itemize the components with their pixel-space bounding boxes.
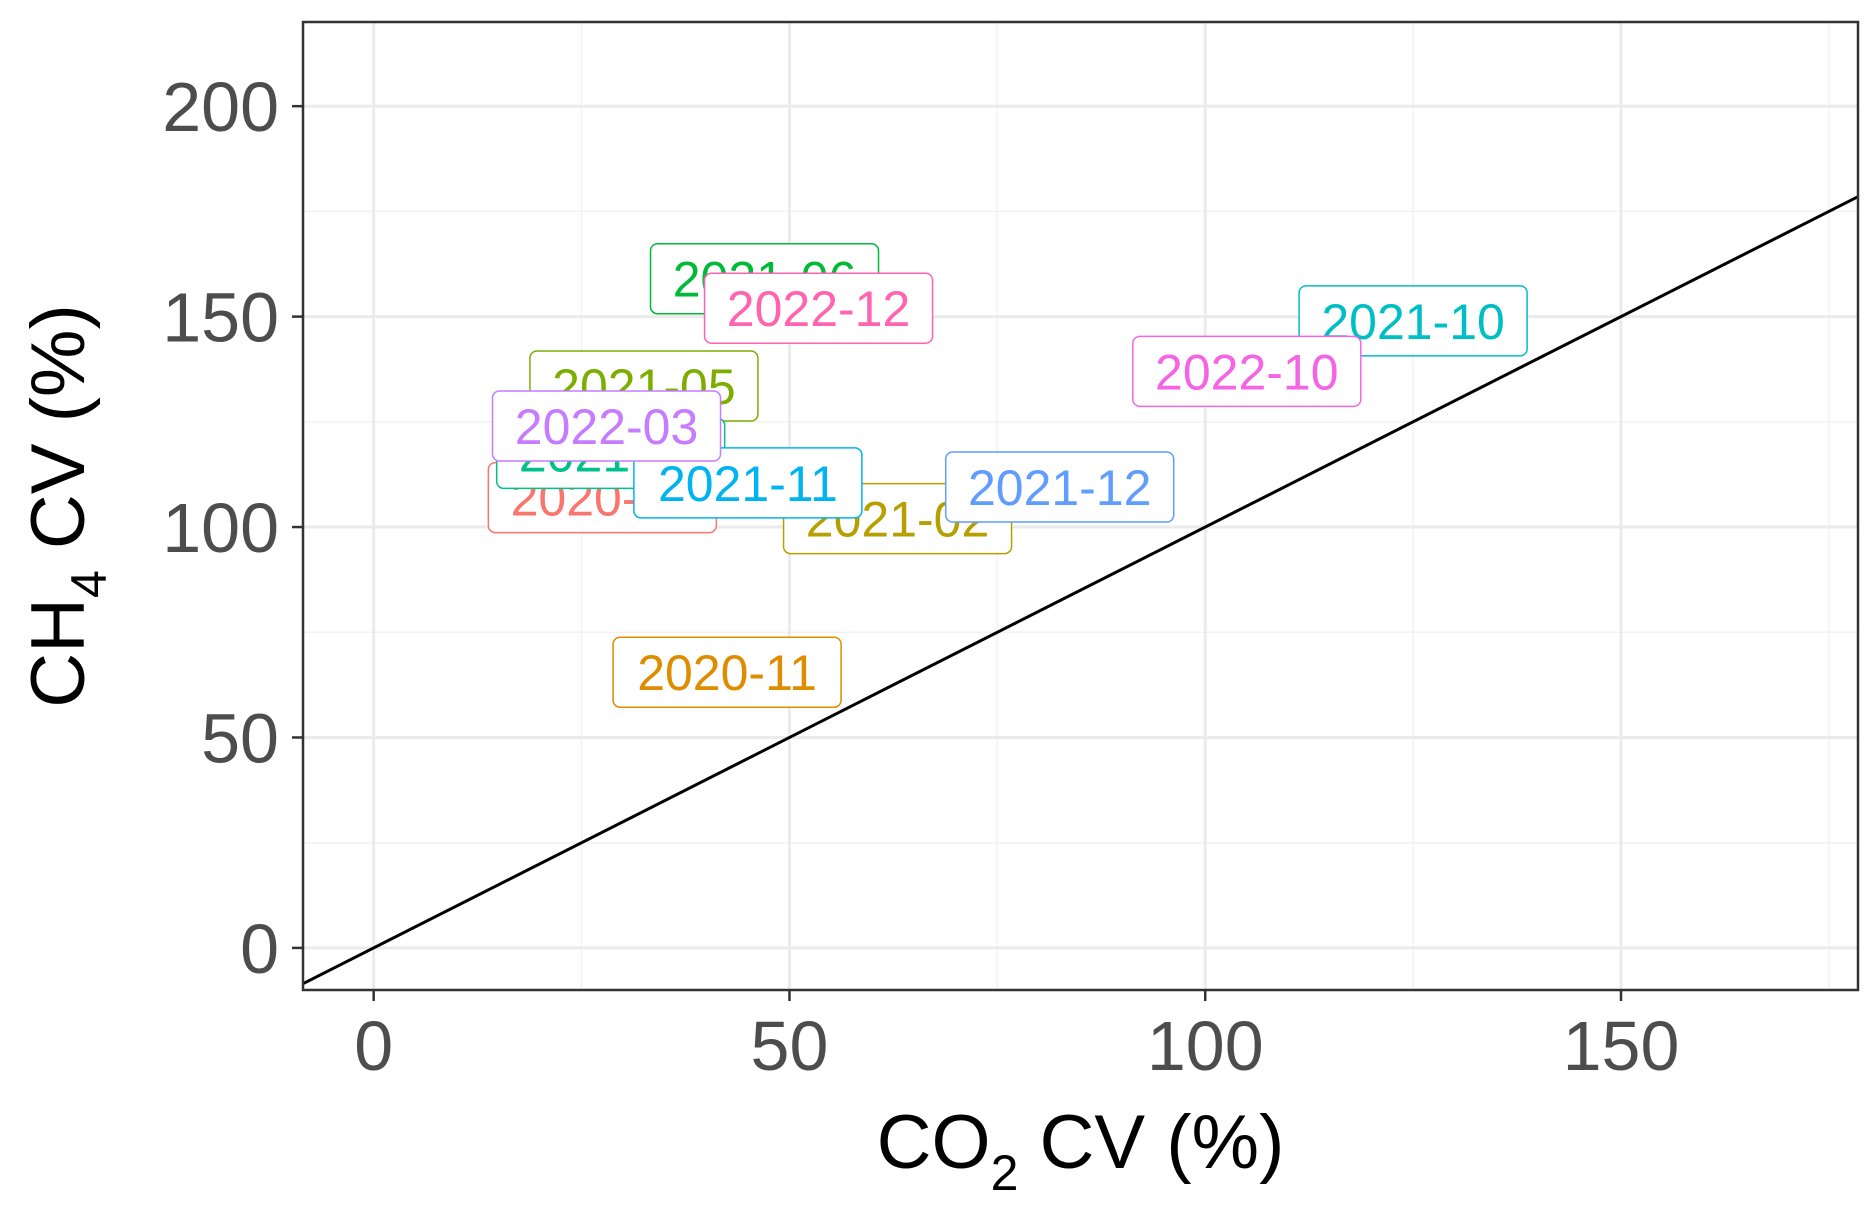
y-tick-label: 50 — [201, 699, 279, 777]
point-label: 2021-12 — [944, 451, 1175, 523]
x-axis-title-main: CO — [877, 1100, 991, 1185]
point-label-text: 2021-11 — [658, 456, 838, 512]
y-axis-ticks: 0 50 100 150 200 — [162, 68, 303, 988]
grid — [303, 22, 1858, 990]
point-label-text: 2022-12 — [727, 281, 911, 337]
y-tick-label: 150 — [162, 279, 279, 357]
point-label: 2022-12 — [703, 272, 934, 344]
point-label-box — [703, 272, 934, 344]
point-label-box — [944, 451, 1175, 523]
y-tick-label: 200 — [162, 68, 279, 146]
identity-line — [302, 195, 1859, 986]
point-labels: 2020-102020-112021-022021-052021-062021-… — [487, 242, 1528, 708]
point-label-text: 2020-11 — [637, 645, 817, 701]
x-tick-label: 100 — [1147, 1007, 1264, 1085]
y-axis-title: CH4 CV (%) — [16, 304, 117, 708]
y-axis-title-subscript: 4 — [61, 570, 117, 598]
point-label: 2022-03 — [491, 390, 722, 462]
point-label-text: 2021-12 — [968, 460, 1152, 516]
y-axis-title-main: CH — [16, 598, 101, 708]
panel-border — [301, 20, 1860, 992]
y-tick-label: 100 — [162, 489, 279, 567]
point-label-box — [633, 447, 863, 519]
x-tick-label: 50 — [751, 1007, 829, 1085]
point-label: 2020-11 — [612, 636, 842, 708]
y-tick-label: 0 — [240, 910, 279, 988]
point-label-text: 2022-03 — [515, 399, 699, 455]
point-label-box — [1132, 335, 1362, 408]
point-label: 2022-10 — [1132, 335, 1362, 408]
x-axis-ticks: 0 50 100 150 — [354, 990, 1679, 1085]
point-label-text: 2022-10 — [1155, 344, 1339, 400]
x-axis-title: CO2 CV (%) — [877, 1100, 1285, 1201]
reference-line-group — [302, 195, 1859, 986]
point-label-box — [612, 636, 842, 708]
point-label-box — [491, 390, 722, 462]
x-axis-title-rest: CV (%) — [1018, 1100, 1284, 1185]
x-tick-label: 150 — [1563, 1007, 1680, 1085]
y-axis-title-rest: CV (%) — [16, 304, 101, 570]
x-axis-title-subscript: 2 — [991, 1145, 1019, 1201]
x-tick-label: 0 — [354, 1007, 393, 1085]
point-label: 2021-11 — [633, 447, 863, 519]
